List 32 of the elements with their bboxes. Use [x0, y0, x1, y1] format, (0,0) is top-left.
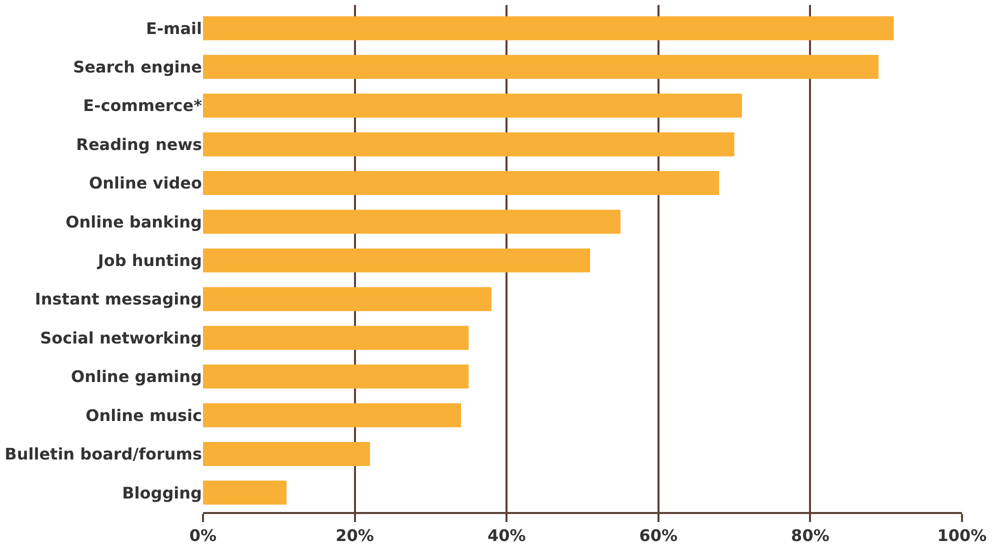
bar	[203, 442, 370, 466]
y-tick-label: Online music	[86, 406, 202, 425]
bar	[203, 54, 879, 79]
bar	[203, 364, 469, 389]
y-tick-label: Online banking	[66, 212, 202, 232]
bar	[203, 94, 742, 118]
y-tick-label: Social networking	[40, 328, 202, 348]
bar	[203, 480, 286, 505]
y-tick-label: E-commerce*	[83, 96, 203, 116]
bar	[203, 287, 492, 312]
bar	[203, 171, 720, 196]
x-tick-label: 100%	[937, 526, 987, 546]
y-tick-label: Reading news	[76, 134, 202, 154]
y-tick-label: Blogging	[122, 483, 202, 502]
y-tick-label: E-mail	[146, 18, 202, 38]
bar	[203, 210, 620, 234]
bar	[203, 132, 734, 156]
y-tick-label: Online gaming	[70, 367, 202, 386]
y-tick-label: Search engine	[73, 58, 202, 77]
x-tick-label: 80%	[791, 526, 830, 546]
bar	[203, 16, 894, 40]
x-tick-label: 40%	[487, 526, 526, 546]
y-tick-label: Bulletin board/forums	[4, 444, 202, 464]
bar	[203, 326, 469, 350]
x-tick-label: 60%	[639, 526, 678, 546]
x-tick-label: 0%	[189, 526, 217, 546]
x-tick-label: 20%	[336, 526, 374, 546]
bar	[203, 403, 462, 428]
y-tick-label: Instant messaging	[34, 290, 202, 309]
y-tick-label: Job hunting	[96, 251, 202, 270]
y-tick-label: Online video	[89, 174, 202, 193]
bar	[203, 248, 590, 272]
